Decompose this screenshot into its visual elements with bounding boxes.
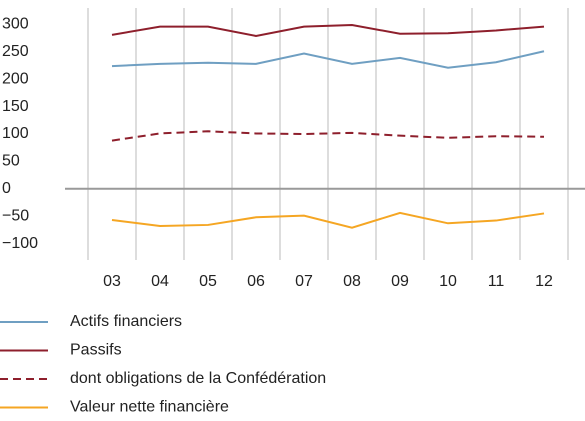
legend-label: Passifs — [70, 342, 122, 359]
x-tick-label: 03 — [103, 273, 121, 290]
x-tick-label: 07 — [295, 273, 313, 290]
y-tick-label: −50 — [2, 207, 29, 224]
legend-label: Valeur nette financière — [70, 399, 229, 416]
y-tick-label: 200 — [2, 70, 29, 87]
x-tick-label: 08 — [343, 273, 361, 290]
x-tick-label: 11 — [488, 273, 505, 290]
series-line — [111, 211, 545, 229]
x-tick-label: 09 — [391, 273, 409, 290]
series-line — [111, 23, 545, 37]
legend-label: Actifs financiers — [70, 313, 182, 330]
y-tick-label: 150 — [2, 98, 29, 115]
y-tick-label: 250 — [2, 43, 29, 60]
x-tick-label: 10 — [439, 273, 457, 290]
y-tick-label: 300 — [2, 16, 29, 33]
y-tick-label: 0 — [2, 180, 11, 197]
y-tick-label: 50 — [2, 153, 20, 170]
series-line — [111, 50, 545, 69]
series-line — [111, 130, 545, 142]
x-tick-label: 05 — [199, 273, 217, 290]
y-tick-label: 100 — [2, 125, 29, 142]
y-tick-label: −100 — [2, 235, 38, 252]
x-tick-label: 04 — [151, 273, 169, 290]
x-tick-label: 06 — [247, 273, 265, 290]
x-tick-label: 12 — [535, 273, 553, 290]
legend-label: dont obligations de la Confédération — [70, 370, 326, 387]
